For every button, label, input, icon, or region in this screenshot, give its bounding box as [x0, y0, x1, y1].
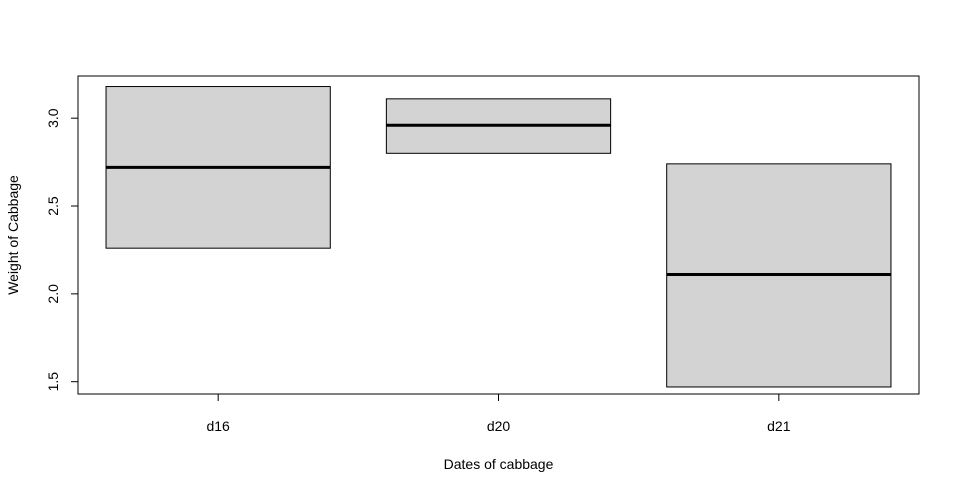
box-d16	[105, 86, 331, 249]
y-axis: 1.5 2.0 2.5 3.0	[45, 108, 79, 392]
x-tick-label-d21: d21	[767, 418, 791, 434]
y-tick-label-1.5: 1.5	[45, 372, 61, 392]
x-axis-title: Dates of cabbage	[444, 456, 554, 472]
y-tick-label-3.0: 3.0	[45, 108, 61, 128]
box-d20	[385, 98, 612, 154]
x-tick-label-d20: d20	[487, 418, 511, 434]
x-axis: d16 d20 d21	[206, 394, 791, 434]
y-tick-label-2.5: 2.5	[45, 196, 61, 216]
boxes-layer	[105, 86, 892, 388]
box-d21	[666, 163, 892, 388]
x-tick-label-d16: d16	[206, 418, 230, 434]
y-tick-label-2.0: 2.0	[45, 284, 61, 304]
y-axis-title: Weight of Cabbage	[5, 175, 21, 295]
